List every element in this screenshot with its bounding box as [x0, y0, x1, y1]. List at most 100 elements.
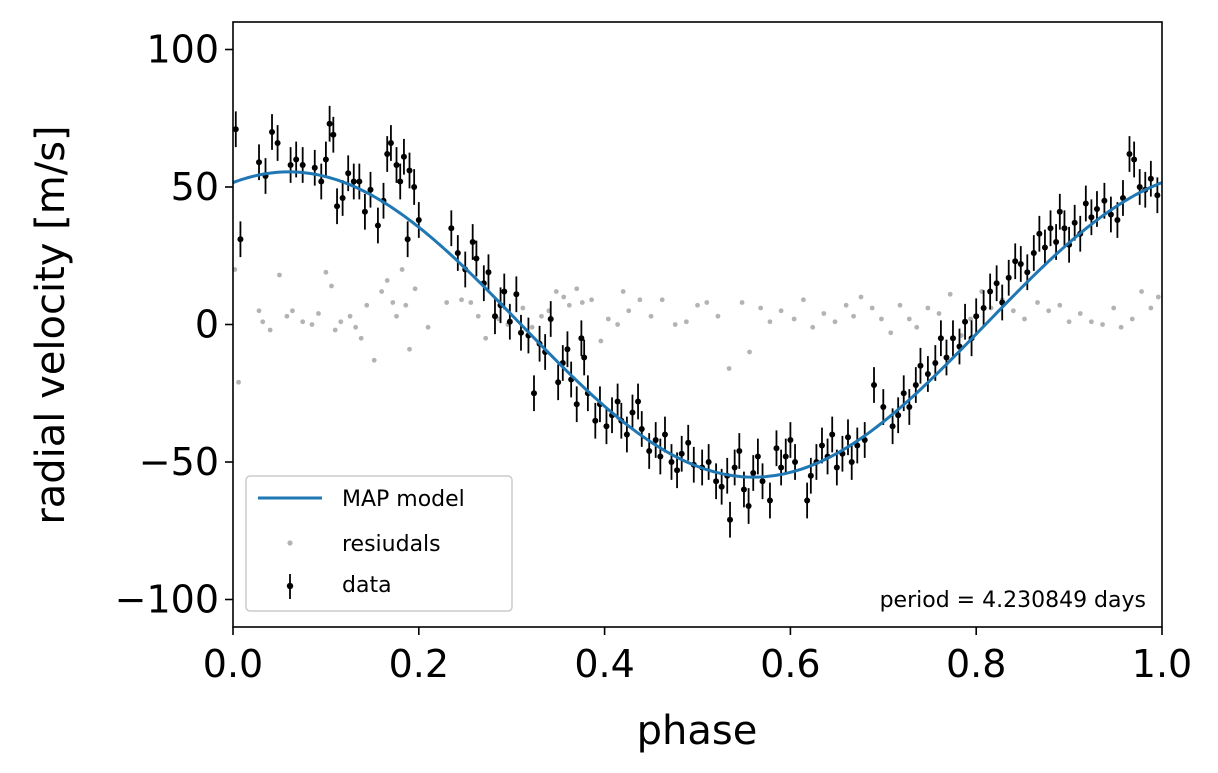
data-point — [657, 438, 664, 475]
data-point — [937, 320, 944, 357]
data-marker — [635, 398, 642, 405]
data-marker — [1147, 175, 1154, 182]
data-marker — [906, 404, 913, 410]
data-marker — [555, 379, 562, 386]
data-point — [980, 290, 987, 326]
y-tick-label: 50 — [171, 165, 219, 209]
data-marker — [917, 362, 924, 369]
residual-point — [1046, 308, 1052, 314]
data-marker — [792, 459, 799, 465]
residual-point — [412, 286, 418, 292]
legend-box — [245, 475, 513, 612]
data-point — [1082, 185, 1089, 222]
x-axis-label: phase — [637, 708, 758, 754]
data-point — [603, 408, 610, 445]
data-marker — [668, 459, 675, 465]
data-marker — [1114, 217, 1121, 223]
data-marker — [269, 129, 276, 135]
data-marker — [513, 291, 520, 298]
data-point — [448, 210, 455, 247]
data-marker — [573, 401, 580, 408]
residual-point — [483, 335, 489, 341]
x-axis-ticks: 0.0 0.2 0.4 0.6 0.8 1.0 — [203, 627, 1192, 686]
data-marker — [345, 170, 352, 177]
data-point — [943, 339, 950, 376]
data-point — [581, 339, 588, 376]
data-point — [880, 389, 887, 425]
data-marker — [501, 288, 508, 295]
data-point — [506, 303, 513, 340]
x-tick-label: 1.0 — [1132, 642, 1192, 686]
data-marker — [404, 236, 411, 243]
data-point — [1061, 210, 1068, 247]
residual-point — [290, 308, 295, 314]
residual-point — [695, 302, 700, 308]
data-point — [1056, 193, 1063, 230]
data-point — [745, 488, 752, 524]
residual-point — [1148, 305, 1154, 311]
data-marker — [980, 305, 987, 311]
data-point — [1114, 202, 1121, 238]
data-point — [485, 254, 492, 291]
data-point — [287, 147, 294, 183]
residual-point — [459, 297, 464, 303]
residual-point — [1100, 322, 1105, 327]
residual-point — [475, 313, 481, 319]
data-marker — [1093, 206, 1100, 212]
data-point — [924, 356, 931, 392]
data-point — [473, 240, 480, 277]
residual-point — [468, 300, 474, 305]
residual-point — [394, 313, 399, 319]
data-marker — [469, 239, 476, 245]
data-marker — [895, 412, 902, 419]
residual-point — [659, 297, 665, 303]
residual-point — [1129, 316, 1135, 322]
data-marker — [1154, 192, 1161, 199]
residual-point — [1022, 316, 1027, 322]
residual-point — [801, 297, 806, 303]
y-tick-label: −50 — [139, 440, 219, 484]
data-marker — [485, 269, 492, 276]
data-marker — [754, 453, 761, 460]
data-point — [652, 422, 659, 458]
data-marker — [1126, 151, 1133, 157]
data-marker — [1047, 225, 1054, 232]
residual-point — [364, 302, 370, 308]
data-marker — [736, 448, 743, 454]
y-tick-label: 100 — [146, 28, 219, 72]
data-point — [727, 501, 734, 538]
data-marker — [1107, 211, 1114, 218]
data-point — [1030, 235, 1037, 271]
data-point — [564, 331, 571, 368]
data-point — [367, 171, 374, 208]
residual-point — [1155, 294, 1161, 300]
residual-point — [300, 319, 306, 325]
data-marker — [924, 371, 931, 377]
data-point — [393, 147, 400, 183]
data-marker — [646, 448, 653, 454]
data-marker — [578, 335, 585, 342]
residual-point — [914, 324, 920, 330]
data-point — [397, 163, 404, 200]
y-axis-label: radial velocity [m/s] — [28, 125, 74, 524]
data-point — [1005, 259, 1012, 296]
data-point — [330, 116, 337, 153]
residual-point — [1035, 300, 1040, 305]
data-point — [555, 364, 562, 401]
data-point — [973, 298, 980, 335]
data-point — [361, 193, 368, 230]
x-tick-label: 0.6 — [760, 642, 820, 686]
residual-point — [316, 311, 321, 316]
residual-point — [936, 311, 942, 316]
data-marker — [387, 140, 394, 146]
data-point — [350, 163, 357, 200]
residual-point — [925, 305, 931, 311]
data-point — [469, 224, 476, 260]
data-series — [232, 105, 1161, 538]
data-point — [993, 265, 1000, 302]
data-marker — [397, 178, 404, 185]
residual-point — [236, 379, 241, 385]
data-point — [668, 444, 675, 480]
residual-point — [323, 269, 329, 275]
